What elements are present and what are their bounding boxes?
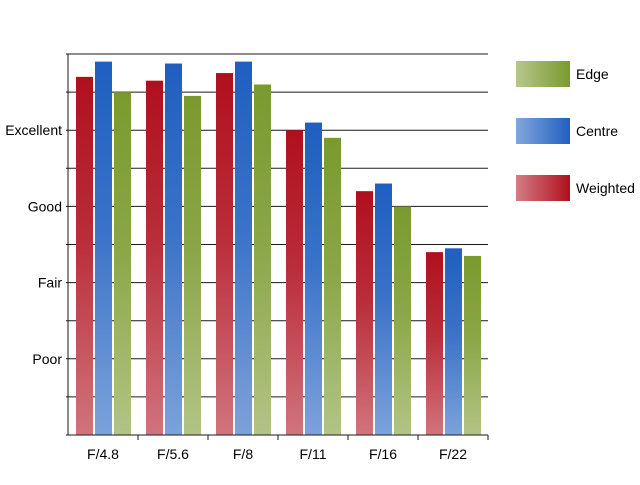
bar-weighted-f-16 (356, 191, 373, 435)
bar-centre-f-22 (445, 248, 462, 435)
y-tick-label-fair: Fair (38, 275, 62, 291)
bar-weighted-f-22 (426, 252, 443, 435)
x-tick-label-f-16: F/16 (369, 446, 397, 462)
x-tick-label-f-22: F/22 (439, 446, 467, 462)
bar-centre-f-16 (375, 183, 392, 435)
bar-weighted-f-8 (216, 73, 233, 436)
legend-item-centre: Centre (516, 118, 618, 144)
legend-swatch-edge (516, 61, 570, 87)
bar-weighted-f-4-8 (76, 76, 93, 436)
bar-edge-f-11 (324, 137, 341, 435)
legend-label-weighted: Weighted (576, 180, 635, 196)
axes (66, 54, 489, 440)
legend-swatch-centre (516, 118, 570, 144)
x-tick-label-f-11: F/11 (300, 446, 327, 462)
y-tick-label-excellent: Excellent (5, 122, 62, 138)
y-tick-label-good: Good (28, 198, 62, 214)
bar-edge-f-4-8 (114, 92, 131, 435)
bar-edge-f-8 (254, 84, 271, 435)
legend-swatch-weighted (516, 175, 570, 201)
legend: Edge Centre Weighted (516, 61, 635, 201)
bars (76, 61, 481, 436)
gridlines (66, 53, 488, 398)
y-axis-labels: Poor Fair Good Excellent (5, 122, 62, 367)
bar-centre-f-4-8 (95, 61, 112, 436)
bar-edge-f-16 (394, 206, 411, 435)
x-tick-label-f-5-6: F/5.6 (157, 446, 189, 462)
bar-edge-f-5-6 (184, 95, 201, 435)
legend-item-weighted: Weighted (516, 175, 635, 201)
legend-label-edge: Edge (576, 66, 609, 82)
x-tick-label-f-8: F/8 (233, 446, 253, 462)
legend-label-centre: Centre (576, 123, 618, 139)
bar-weighted-f-11 (286, 130, 303, 435)
bar-centre-f-8 (235, 61, 252, 436)
y-tick-label-poor: Poor (32, 351, 62, 367)
bar-weighted-f-5-6 (146, 80, 163, 436)
x-axis-labels: F/4.8 F/5.6 F/8 F/11 F/16 F/22 (87, 446, 467, 462)
x-tick-label-f-4-8: F/4.8 (87, 446, 119, 462)
legend-item-edge: Edge (516, 61, 609, 87)
bar-edge-f-22 (464, 255, 481, 435)
bar-centre-f-5-6 (165, 63, 182, 436)
bar-centre-f-11 (305, 122, 322, 435)
